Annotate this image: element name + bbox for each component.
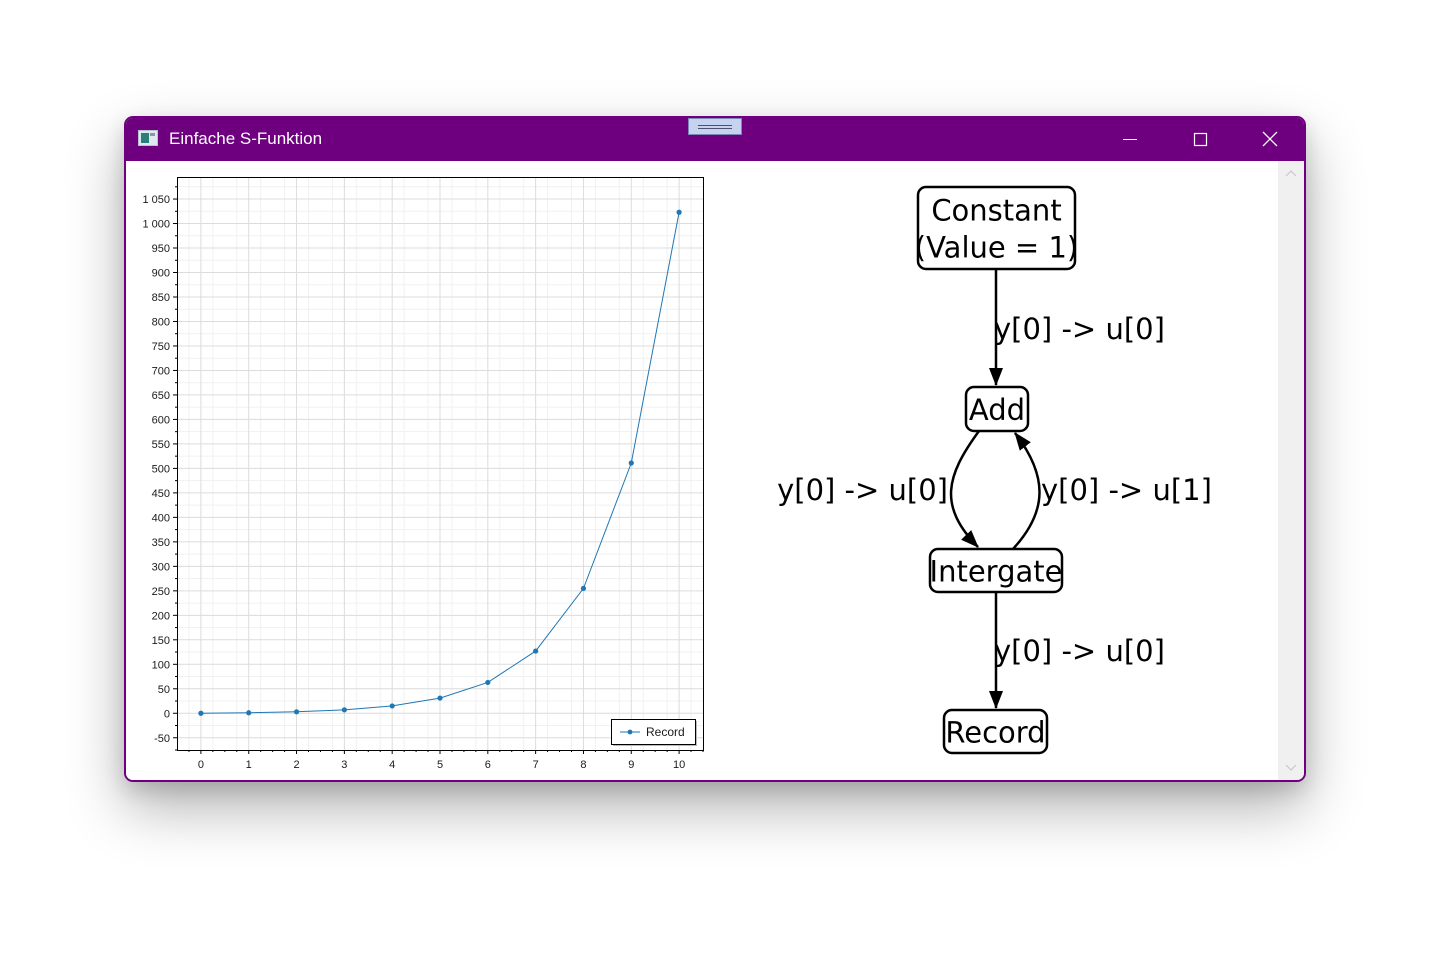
data-point[interactable] (198, 710, 204, 716)
node-label: Intergate (930, 555, 1063, 589)
x-tick-label: 3 (341, 759, 347, 771)
node-label: Constant (931, 194, 1061, 228)
y-tick-label: 100 (152, 659, 170, 671)
chevron-up-icon (1285, 170, 1297, 177)
close-icon (1262, 131, 1278, 147)
x-tick-label: 1 (246, 759, 252, 771)
chart-grid (177, 177, 703, 750)
scroll-up-button[interactable] (1278, 161, 1304, 185)
x-tick-label: 2 (293, 759, 299, 771)
data-point[interactable] (676, 209, 682, 215)
y-tick-label: 600 (152, 414, 170, 426)
edge-label: y[0] -> u[0] (994, 634, 1165, 668)
data-point[interactable] (628, 460, 634, 466)
y-tick-label: -50 (154, 733, 170, 745)
scroll-down-button[interactable] (1278, 756, 1304, 780)
minimize-button[interactable] (1095, 118, 1165, 161)
content-area: -50 0 50 100 150 200 250 300 350 400 450 500 550 600 6… (126, 161, 1278, 780)
node-constant[interactable]: Constant(Value = 1) (915, 185, 1078, 271)
edge-label: y[0] -> u[0] (994, 312, 1165, 346)
close-button[interactable] (1235, 118, 1304, 161)
y-tick-label: 200 (152, 610, 170, 622)
y-tick-label: 800 (152, 316, 170, 328)
node-box (928, 547, 1064, 594)
node-label: (Value = 1) (915, 231, 1078, 265)
x-tick-label: 10 (673, 759, 685, 771)
x-tick-label: 4 (389, 759, 395, 771)
node-box (942, 708, 1049, 755)
node-box (916, 185, 1077, 271)
y-tick-label: 350 (152, 537, 170, 549)
node-add[interactable]: Add (964, 385, 1030, 433)
y-tick-label: 950 (152, 243, 170, 255)
edge-label: y[0] -> u[1] (1041, 473, 1212, 507)
node-box (964, 385, 1030, 433)
minimize-icon (1123, 139, 1137, 140)
vertical-scrollbar[interactable] (1278, 161, 1304, 780)
y-tick-label: 250 (152, 586, 170, 598)
window-title: Einfache S-Funktion (169, 129, 323, 148)
legend-marker-icon (627, 729, 633, 735)
y-tick-label: 650 (152, 390, 170, 402)
y-tick-label: 50 (158, 684, 170, 696)
x-tick-label: 7 (533, 759, 539, 771)
node-record[interactable]: Record (942, 708, 1049, 755)
x-tick-label: 5 (437, 759, 443, 771)
data-point[interactable] (533, 648, 539, 654)
data-point[interactable] (293, 709, 300, 715)
data-point[interactable] (580, 585, 587, 591)
y-tick-label: 750 (152, 341, 170, 353)
node-label: Record (945, 716, 1045, 750)
node-integrate[interactable]: Intergate (928, 547, 1064, 594)
data-point[interactable] (246, 710, 252, 716)
maximize-icon (1193, 132, 1208, 147)
edge-arrow (949, 430, 981, 548)
y-tick-label: 850 (152, 292, 170, 304)
y-tick-label: 450 (152, 488, 170, 500)
line-chart[interactable]: -500501001502002503003504004505005506006… (126, 161, 726, 780)
title-bar[interactable]: Einfache S-Funktion (126, 118, 1304, 161)
edge-label: y[0] -> u[0] (777, 473, 948, 507)
app-window: Einfache S-Funktion -50 0 50 100 150 200 250 30… (124, 116, 1306, 782)
y-tick-label: 300 (152, 561, 170, 573)
y-tick-label: 700 (152, 365, 170, 377)
drag-handle-icon[interactable] (688, 118, 742, 135)
window-app-icon (138, 130, 158, 146)
node-label: Add (969, 393, 1025, 427)
y-tick-label: 400 (152, 512, 170, 524)
x-tick-label: 8 (580, 759, 586, 771)
y-tick-label: 500 (152, 463, 170, 475)
edge-arrow (1012, 432, 1041, 550)
data-point[interactable] (341, 707, 347, 713)
y-tick-label: 900 (152, 268, 170, 280)
diagram-edges (949, 269, 1041, 709)
data-point[interactable] (437, 695, 443, 701)
maximize-button[interactable] (1165, 118, 1235, 161)
x-tick-label: 6 (485, 759, 491, 771)
chevron-down-icon (1285, 764, 1297, 771)
y-tick-label: 150 (152, 635, 170, 647)
y-tick-label: 550 (152, 439, 170, 451)
chart-legend: Record (611, 719, 697, 746)
x-tick-label: 9 (628, 759, 634, 771)
legend-label: Record (646, 725, 685, 739)
block-diagram[interactable]: y[0] -> u[0] y[0] -> u[0] y[0] -> u[1] y[0]… (126, 161, 1278, 780)
data-point[interactable] (485, 679, 491, 686)
y-tick-label: 1 050 (142, 194, 170, 206)
x-tick-label: 0 (198, 759, 204, 771)
y-tick-label: 0 (164, 708, 170, 720)
data-point[interactable] (389, 703, 395, 709)
y-tick-label: 1 000 (142, 219, 170, 231)
